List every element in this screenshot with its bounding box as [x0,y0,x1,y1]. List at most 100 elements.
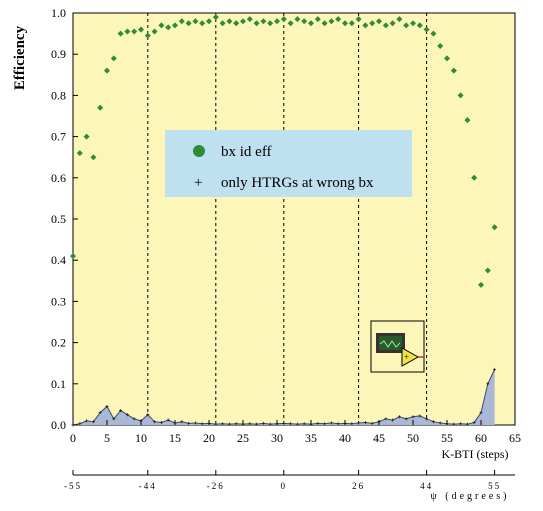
y-tick-label: 0.5 [51,212,66,226]
efficiency-point [206,18,212,25]
wrong-bx-point [227,422,231,426]
efficiency-point [321,20,328,27]
wrong-bx-point [452,422,456,426]
wrong-bx-point [255,422,259,426]
x-tick-label: 60 [475,431,487,445]
wrong-bx-point [91,420,95,424]
efficiency-point [124,28,131,35]
efficiency-point [314,16,321,23]
wrong-bx-point [302,422,306,426]
efficiency-point [158,22,165,29]
wrong-bx-point [200,422,204,426]
efficiency-point [131,28,138,35]
wrong-bx-point [112,417,116,421]
efficiency-point [457,92,464,99]
efficiency-point [444,55,450,62]
efficiency-point [396,16,403,23]
efficiency-point [240,18,246,25]
efficiency-point [83,133,90,140]
efficiency-point [484,267,491,274]
secondary-tick-label: 44 [420,481,433,491]
x-tick-label: 25 [237,431,249,445]
legend-symbol-bx-id-eff [193,145,205,157]
y-tick-label: 0.8 [51,88,66,102]
x-tick-label: 40 [339,431,351,445]
efficiency-point [178,18,185,25]
wrong-bx-point [146,413,150,417]
efficiency-point [423,26,430,33]
wrong-bx-point [465,422,469,426]
efficiency-point [389,20,396,27]
y-axis-label: Efficiency [12,25,28,90]
grid-lines [147,13,428,425]
efficiency-point [294,16,301,23]
efficiency-point [97,104,104,111]
efficiency-point [151,28,158,35]
y-tick-label: 0.4 [51,253,66,267]
wrong-bx-point [295,422,299,426]
wrong-bx-point [132,417,136,421]
wrong-bx-fill [73,369,495,425]
wrong-bx-point [234,422,238,426]
wrong-bx-point [397,415,401,419]
efficiency-point [233,20,240,27]
efficiency-point [185,20,192,27]
efficiency-point [308,20,314,27]
wrong-bx-point [486,382,490,386]
efficiency-point [335,16,342,23]
x-tick-label: 0 [70,431,76,445]
efficiency-point [403,22,410,29]
legend-box [165,130,412,197]
wrong-bx-point [391,418,395,422]
y-axis-ticks: 0.0 0.1 0.2 0.3 0.4 0.5 0.6 0.7 0.8 0.9 1.0 [51,6,78,432]
secondary-tick-label: 0 [281,481,288,491]
efficiency-point [416,22,423,29]
wrong-bx-point [85,419,89,423]
x-axis-label: K-BTI (steps) [442,447,509,461]
x-axis-ticks: 0 5 10 15 20 25 30 35 40 45 50 55 60 65 [70,420,521,445]
efficiency-point [144,32,151,39]
y-tick-label: 0.0 [51,418,66,432]
secondary-tick-label: 26 [352,481,365,491]
efficiency-point [342,20,348,27]
wrong-bx-point [159,421,163,425]
wrong-bx-point [329,421,333,425]
efficiency-point [369,20,376,27]
efficiency-point [76,150,83,157]
efficiency-point [355,16,362,23]
wrong-bx-point [370,421,374,425]
efficiency-point [274,18,280,25]
secondary-axis-ticks: -55 -44 -26 0 26 44 55 [64,470,499,491]
legend: bx id eff + only HTRGs at wrong bx [165,130,412,197]
efficiency-point [70,253,76,260]
wrong-bx-point [125,413,129,417]
y-tick-label: 0.9 [51,47,66,61]
wrong-bx-point [384,417,388,421]
wrong-bx-point [431,420,435,424]
efficiency-point [450,67,457,74]
efficiency-point [376,18,382,25]
efficiency-point [90,154,97,161]
legend-symbol-wrong-bx: + [194,175,202,191]
efficiency-point [267,20,274,27]
wrong-bx-point [105,404,109,408]
efficiency-point [246,16,253,23]
efficiency-point [138,26,144,33]
efficiency-point [253,20,260,27]
secondary-tick-label: -26 [207,481,225,491]
wrong-bx-point [248,422,252,426]
wrong-bx-point [479,411,483,415]
wrong-bx-point [336,422,340,426]
wrong-bx-point [472,421,476,425]
wrong-bx-point [282,421,286,425]
efficiency-point [110,55,117,62]
svg-text:+: + [404,352,409,362]
wrong-bx-point [425,417,429,421]
secondary-tick-label: -55 [64,481,82,491]
x-tick-label: 20 [203,431,215,445]
wrong-bx-point [411,415,415,419]
efficiency-point [199,20,206,27]
wrong-bx-point [98,411,102,415]
x-tick-label: 15 [169,431,181,445]
wrong-bx-point [316,421,320,425]
